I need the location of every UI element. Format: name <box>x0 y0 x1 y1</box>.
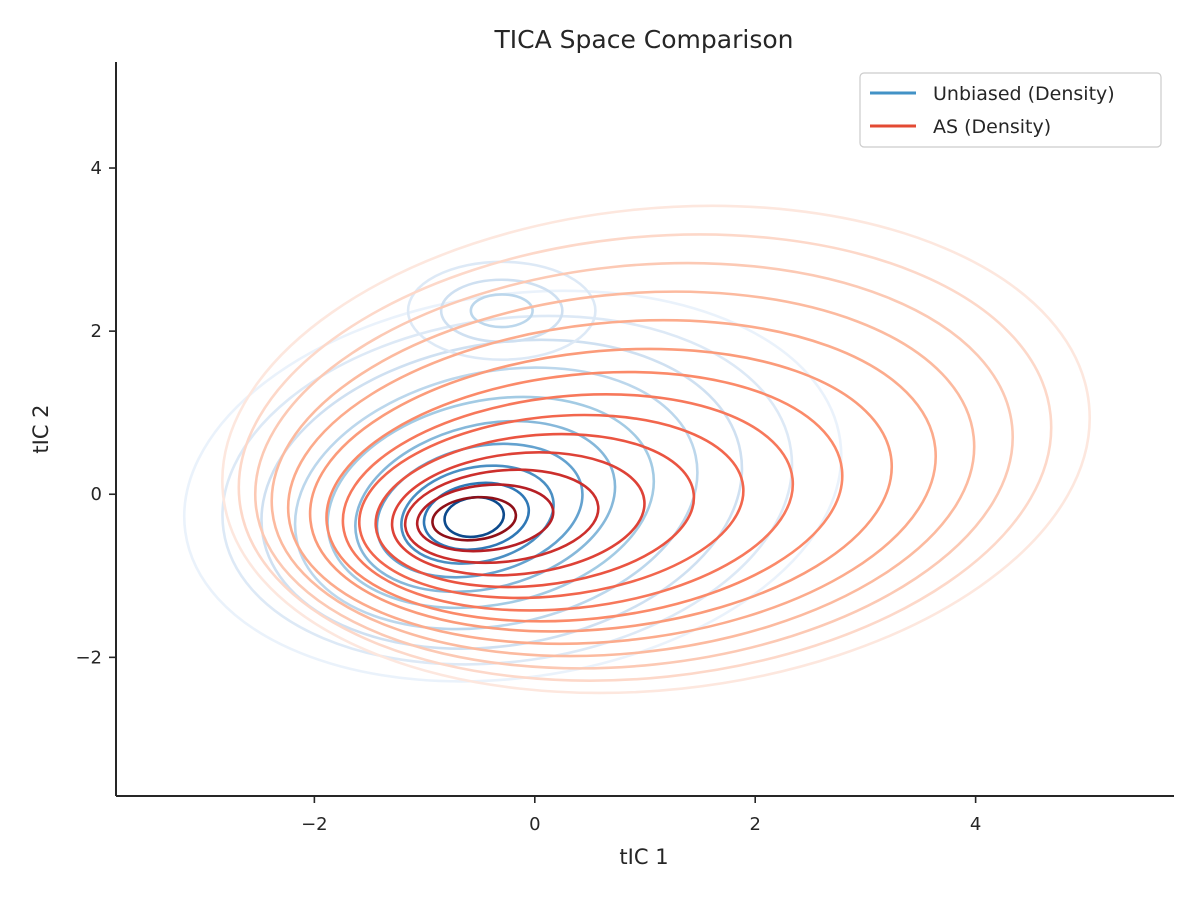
contour-line-1-7 <box>341 393 795 612</box>
contour-line-1-12 <box>415 483 555 553</box>
contour-line-1-5 <box>308 347 894 633</box>
contour-line-1-11 <box>403 468 600 565</box>
x-tick-label: 0 <box>529 814 540 835</box>
y-tick-label: −2 <box>75 647 102 668</box>
contour-line-1-3 <box>270 290 976 658</box>
x-axis-label: tIC 1 <box>619 845 668 869</box>
contour-line-1-4 <box>286 318 937 646</box>
legend-label-0: Unbiased (Density) <box>933 83 1115 105</box>
y-tick-label: 0 <box>91 484 102 505</box>
contour-line-0-6 <box>375 442 584 579</box>
contour-line-1-10 <box>390 451 646 577</box>
legend-label-1: AS (Density) <box>933 116 1051 138</box>
contour-line-1-6 <box>325 370 844 623</box>
legend-frame <box>859 72 1162 148</box>
contour-layer <box>182 204 1091 695</box>
x-tick-label: 4 <box>970 814 981 835</box>
contour-line-0-5 <box>354 419 617 594</box>
series-group-1 <box>221 204 1091 695</box>
contour-line-1-13 <box>431 495 518 542</box>
contour-line-1-2 <box>253 261 1014 670</box>
contour-line-1-1 <box>237 233 1053 682</box>
axes-layer: −2 0 2 4 −2 0 2 4 <box>75 62 1174 835</box>
contour-line-0-7 <box>400 464 555 565</box>
y-axis-label: tIC 2 <box>29 404 53 453</box>
x-tick-label: −2 <box>301 814 328 835</box>
chart-title: TICA Space Comparison <box>494 25 794 54</box>
contour-line-1-9 <box>374 432 696 589</box>
y-tick-label: 4 <box>91 158 102 179</box>
legend: Unbiased (Density) AS (Density) <box>859 72 1162 148</box>
x-tick-label: 2 <box>749 814 760 835</box>
y-tick-label: 2 <box>91 321 102 342</box>
contour-line-1-8 <box>357 413 745 600</box>
contour-line-0-8 <box>422 481 531 551</box>
contour-line-1-0 <box>221 204 1091 695</box>
contour-line-0-12 <box>469 293 534 329</box>
